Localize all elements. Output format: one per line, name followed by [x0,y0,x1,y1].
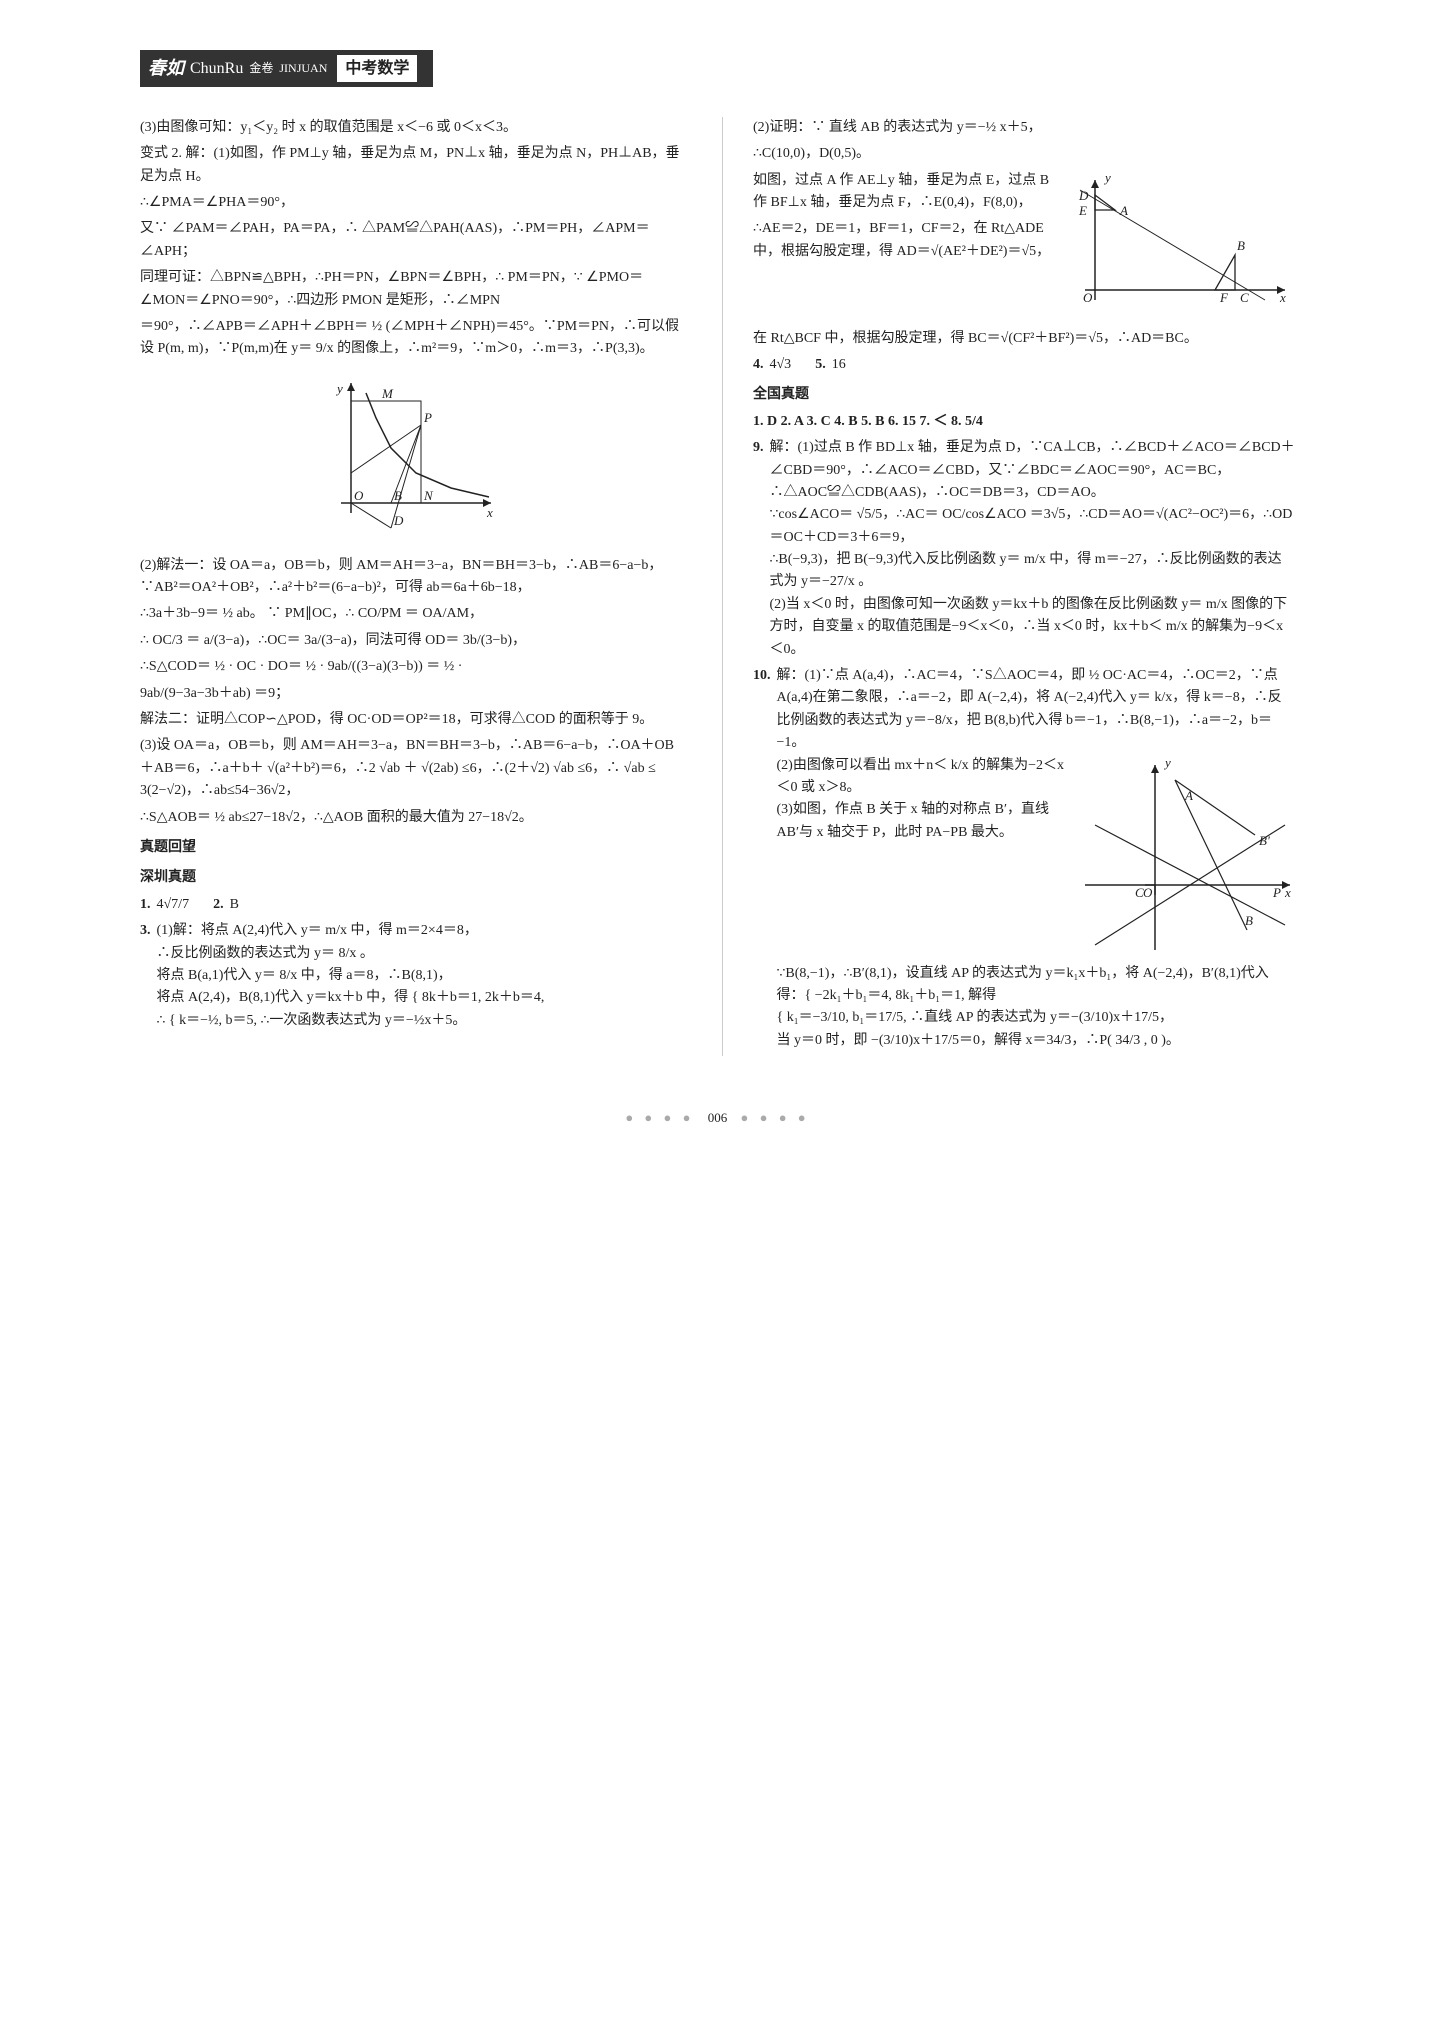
svg-text:y: y [335,381,343,396]
bs2-head: 变式 2. 解：(1)如图，作 PM⊥y 轴，垂足为点 M，PN⊥x 轴，垂足为… [140,143,682,188]
sol2-head: (2)解法一：设 OA＝a，OB＝b，则 AM＝AH＝3−a，BN＝BH＝3−b… [140,555,682,600]
svg-text:y: y [1163,755,1171,770]
r-45: 4. 4√3 5. 16 [753,354,1295,376]
subbrand-pinyin: JINJUAN [279,59,327,78]
svg-text:F: F [1219,290,1229,305]
sz-3: 3. (1)解：将点 A(2,4)代入 y＝ m/x 中，得 m＝2×4＝8， … [140,920,682,1032]
left-column: (3)由图像可知：y₁＜y₂ 时 x 的取值范围是 x＜−6 或 0＜x＜3。 … [140,117,682,1056]
bs2-1: ∴∠PMA＝∠PHA＝90°， [140,192,682,214]
q10-head: 解：(1)∵点 A(a,4)，∴AC＝4，∵S△AOC＝4，即 ½ OC·AC＝… [777,665,1296,755]
svg-text:P: P [423,410,432,425]
r-p2-4: 在 Rt△BCF 中，根据勾股定理，得 BC＝√(CF²＋BF²)＝√5，∴AD… [753,328,1295,350]
sz-1: 4√7/7 [157,894,190,916]
header-subject: 中考数学 [337,55,417,83]
svg-text:P: P [1272,885,1281,900]
page: 春如 ChunRu 金卷 JINJUAN 中考数学 (3)由图像可知：y₁＜y₂… [0,0,1435,2037]
figure-3-wrap: yAB'COPxB [1075,755,1295,955]
bs2-2: 又∵ ∠PAM＝∠PAH，PA＝PA，∴ △PAM≌△PAH(AAS)，∴PM＝… [140,218,682,263]
q9-num: 9. [753,437,764,459]
sz-row-1: 1. 4√7/7 2. B [140,894,682,916]
sz-3-1: ∴反比例函数的表达式为 y＝ 8/x 。 [157,943,545,965]
sz-1-num: 1. [140,894,151,916]
q10-5: { k₁＝−3/10, b₁＝17/5, ∴直线 AP 的表达式为 y＝−(3/… [777,1007,1296,1029]
svg-text:B': B' [1259,833,1270,848]
q9-1: ∵cos∠ACO＝ √5/5，∴AC＝ OC/cos∠ACO ＝3√5，∴CD＝… [770,504,1296,549]
sol2-1: ∴3a＋3b−9＝ ½ ab。 ∵ PM∥OC，∴ CO/PM ＝ OA/AM， [140,603,682,625]
sz-3-num: 3. [140,920,151,942]
svg-text:E: E [1078,203,1087,218]
sol2-4: 9ab/(9−3a−3b＋ab) ＝9； [140,683,682,705]
sz-3-4: ∴ { k＝−½, b＝5, ∴一次函数表达式为 y＝−½x＋5。 [157,1010,545,1032]
svg-text:N: N [423,488,434,503]
q10-num: 10. [753,665,771,687]
q9-body: 解：(1)过点 B 作 BD⊥x 轴，垂足为点 D，∵CA⊥CB，∴∠BCD＋∠… [770,437,1296,661]
svg-text:O: O [1143,885,1153,900]
qg-head: 全国真题 [753,384,1295,406]
sol2-2: ∴ OC/3 ＝ a/(3−a)，∴OC＝ 3a/(3−a)，同法可得 OD＝ … [140,630,682,652]
brand-script: 春如 [148,54,184,83]
svg-text:A: A [1184,788,1193,803]
figure-1: M P O B N Dx y [140,373,682,543]
footer-dots-right: ● ● ● ● [741,1110,810,1125]
zt-head: 真题回望 [140,837,682,859]
bs2-4: ＝90°，∴∠APB＝∠APH＋∠BPH＝ ½ (∠MPH＋∠NPH)＝45°。… [140,316,682,361]
svg-text:O: O [1083,290,1093,305]
r-4-num: 4. [753,354,764,376]
brand-pinyin: ChunRu [190,56,243,82]
svg-text:x: x [1279,290,1286,305]
q10-4: ∵B(8,−1)，∴B′(8,1)，设直线 AP 的表达式为 y＝k₁x＋b₁，… [777,963,1296,1008]
r-4: 4√3 [770,354,792,376]
q9-head: 解：(1)过点 B 作 BD⊥x 轴，垂足为点 D，∵CA⊥CB，∴∠BCD＋∠… [770,437,1296,504]
svg-text:B: B [1245,913,1253,928]
sz-3-body: (1)解：将点 A(2,4)代入 y＝ m/x 中，得 m＝2×4＝8， ∴反比… [157,920,545,1032]
svg-text:A: A [1119,203,1128,218]
sol2-5: 解法二：证明△COP∽△POD，得 OC·OD＝OP²＝18，可求得△COD 的… [140,709,682,731]
sz-3-3: 将点 A(2,4)，B(8,1)代入 y＝kx＋b 中，得 { 8k＋b＝1, … [157,987,545,1009]
sol3-2: ∴S△AOB＝ ½ ab≤27−18√2，∴△AOB 面积的最大值为 27−18… [140,807,682,829]
qg-line: 1. D 2. A 3. C 4. B 5. B 6. 15 7. ＜ 8. 5… [753,411,1295,433]
q10: 10. 解：(1)∵点 A(a,4)，∴AC＝4，∵S△AOC＝4，即 ½ OC… [753,665,1295,1052]
figure-2-svg: yDE A O FC Bx [1065,170,1295,320]
svg-text:O: O [354,488,364,503]
r-5: 16 [832,354,846,376]
r-p2-head: (2)证明：∵ 直线 AB 的表达式为 y＝−½ x＋5， [753,117,1295,139]
right-column: (2)证明：∵ 直线 AB 的表达式为 y＝−½ x＋5， ∴C(10,0)，D… [722,117,1295,1056]
footer-dots-left: ● ● ● ● [625,1110,694,1125]
svg-text:C: C [1240,290,1249,305]
sol3: (3)设 OA＝a，OB＝b，则 AM＝AH＝3−a，BN＝BH＝3−b，∴AB… [140,735,682,802]
svg-text:D: D [1078,188,1089,203]
footer: ● ● ● ● 006 ● ● ● ● [140,1106,1295,1131]
sol2-3: ∴S△COD＝ ½ · OC · DO＝ ½ · 9ab/((3−a)(3−b)… [140,656,682,678]
r-p2-1: ∴C(10,0)，D(0,5)。 [753,143,1295,165]
q10-6: 当 y＝0 时，即 −(3/10)x＋17/5＝0，解得 x＝34/3，∴P( … [777,1030,1296,1052]
q10-body: 解：(1)∵点 A(a,4)，∴AC＝4，∵S△AOC＝4，即 ½ OC·AC＝… [777,665,1296,1052]
figure-1-svg: M P O B N Dx y [321,373,501,543]
svg-text:B: B [1237,238,1245,253]
header-bar: 春如 ChunRu 金卷 JINJUAN 中考数学 [140,50,433,87]
sz-2: B [230,894,239,916]
subbrand: 金卷 [249,59,273,78]
svg-text:y: y [1103,170,1111,185]
sz-head: 深圳真题 [140,867,682,889]
svg-text:x: x [1284,885,1291,900]
sz-3-2: 将点 B(a,1)代入 y＝ 8/x 中，得 a＝8，∴B(8,1)， [157,965,545,987]
page-number: 006 [698,1106,738,1131]
q9-3: (2)当 x＜0 时，由图像可知一次函数 y＝kx＋b 的图像在反比例函数 y＝… [770,594,1296,661]
q9: 9. 解：(1)过点 B 作 BD⊥x 轴，垂足为点 D，∵CA⊥CB，∴∠BC… [753,437,1295,661]
svg-text:x: x [486,505,493,520]
svg-text:D: D [393,513,404,528]
left-p3: (3)由图像可知：y₁＜y₂ 时 x 的取值范围是 x＜−6 或 0＜x＜3。 [140,117,682,139]
bs2-3: 同理可证：△BPN≌△BPH，∴PH＝PN，∠BPN＝∠BPH，∴ PM＝PN，… [140,267,682,312]
sz-2-num: 2. [213,894,224,916]
figure-3-svg: yAB'COPxB [1075,755,1295,955]
q9-2: ∴B(−9,3)，把 B(−9,3)代入反比例函数 y＝ m/x 中，得 m＝−… [770,549,1296,594]
columns: (3)由图像可知：y₁＜y₂ 时 x 的取值范围是 x＜−6 或 0＜x＜3。 … [140,117,1295,1056]
svg-text:M: M [381,386,394,401]
figure-2-wrap: yDE A O FC Bx [1065,170,1295,320]
sz-3-head: (1)解：将点 A(2,4)代入 y＝ m/x 中，得 m＝2×4＝8， [157,920,545,942]
r-5-num: 5. [815,354,826,376]
svg-text:B: B [394,488,402,503]
